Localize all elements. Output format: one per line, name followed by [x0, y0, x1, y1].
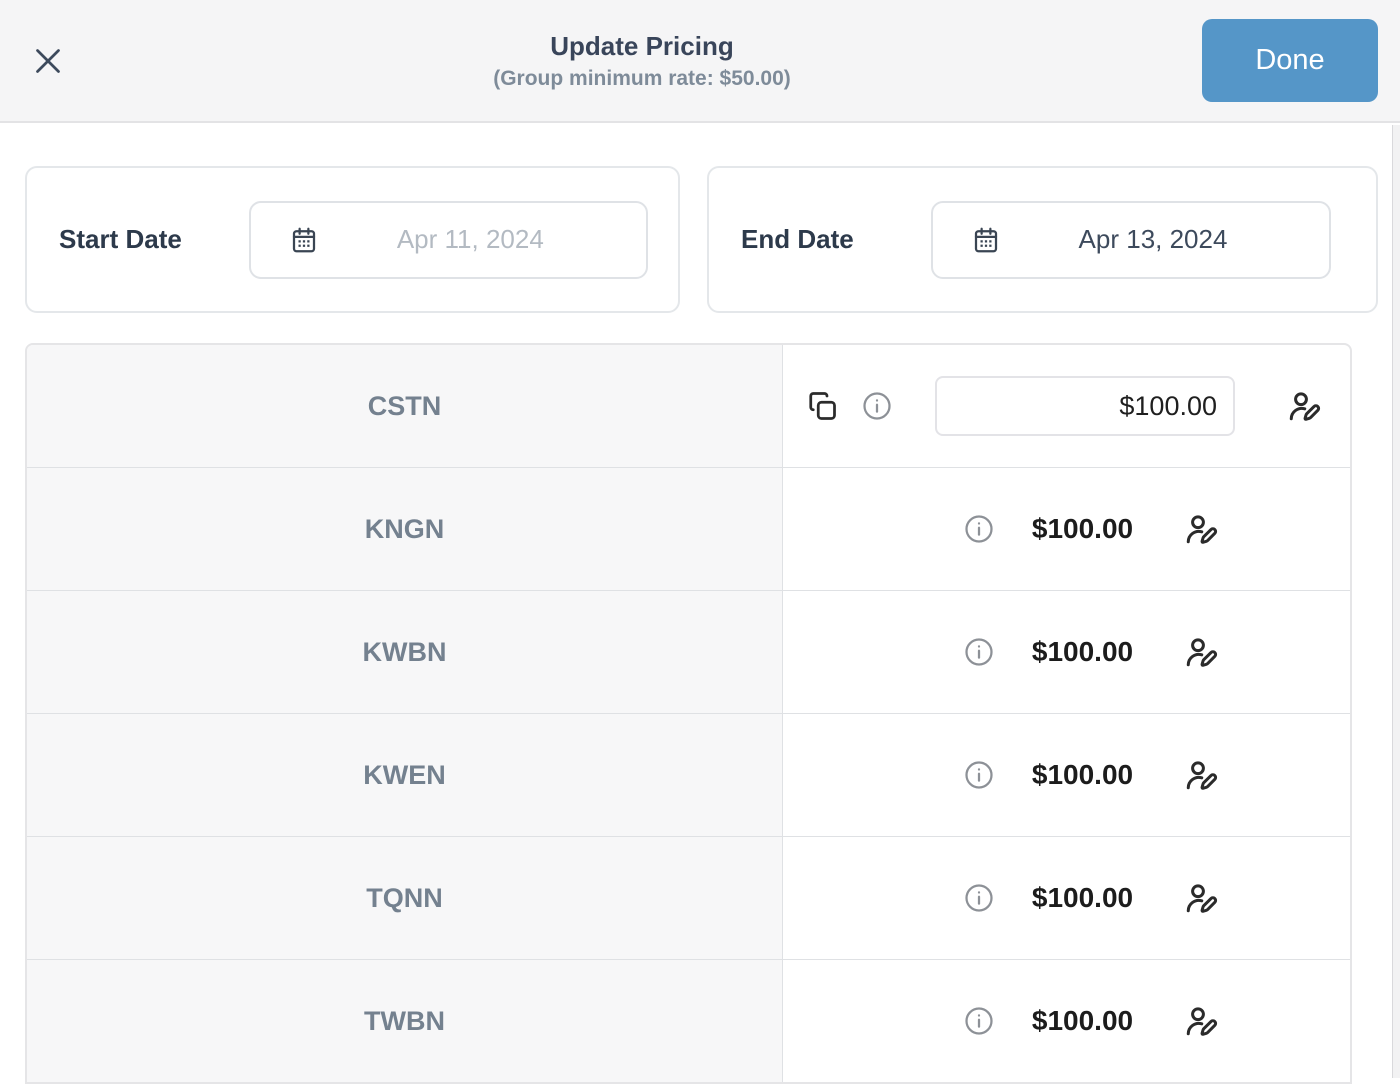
info-icon[interactable] — [964, 514, 994, 544]
room-code-cell: KWEN — [27, 714, 783, 836]
price-edit-group — [783, 376, 1350, 436]
user-edit-icon[interactable] — [1183, 880, 1219, 916]
table-row: KNGN $100.00 — [27, 467, 1350, 590]
room-code-cell: KWBN — [27, 591, 783, 713]
calendar-icon — [971, 225, 1001, 255]
table-row: TWBN $100.00 — [27, 959, 1350, 1082]
done-button[interactable]: Done — [1202, 19, 1378, 102]
end-date-input[interactable]: Apr 13, 2024 — [931, 200, 1331, 279]
room-price-cell: $100.00 — [783, 591, 1350, 713]
start-date-card: Start Date Apr 11, 2024 — [25, 166, 680, 313]
info-icon[interactable] — [964, 1006, 994, 1036]
price-value: $100.00 — [1031, 1005, 1134, 1036]
user-edit-icon[interactable] — [1183, 1003, 1219, 1039]
room-price-cell: $100.00 — [783, 468, 1350, 590]
price-static-group: $100.00 — [783, 1003, 1350, 1039]
room-code-label: KWEN — [363, 759, 446, 790]
start-date-label: Start Date — [59, 224, 182, 254]
room-code-label: KWBN — [362, 636, 447, 667]
group-minimum-rate-note: (Group minimum rate: $50.00) — [493, 66, 791, 90]
calendar-icon — [289, 225, 319, 255]
end-date-value: Apr 13, 2024 — [1078, 224, 1228, 254]
price-value: $100.00 — [1031, 513, 1134, 544]
header-title-block: Update Pricing (Group minimum rate: $50.… — [82, 30, 1202, 91]
info-icon[interactable] — [964, 637, 994, 667]
close-x-icon — [30, 43, 66, 79]
table-row: KWBN $100.00 — [27, 590, 1350, 713]
room-code-cell: KNGN — [27, 468, 783, 590]
end-date-card: End Date Apr 13, 2024 — [707, 166, 1378, 313]
room-code-cell: CSTN — [27, 345, 783, 467]
user-edit-icon[interactable] — [1183, 757, 1219, 793]
page-title: Update Pricing — [550, 31, 734, 62]
room-price-cell: $100.00 — [783, 714, 1350, 836]
room-code-label: TQNN — [366, 882, 443, 913]
info-icon[interactable] — [964, 760, 994, 790]
start-date-input[interactable]: Apr 11, 2024 — [248, 200, 648, 279]
copy-icon[interactable] — [807, 391, 837, 421]
room-code-cell: TWBN — [27, 960, 783, 1082]
modal-header: Update Pricing (Group minimum rate: $50.… — [0, 0, 1400, 123]
price-static-group: $100.00 — [783, 880, 1350, 916]
room-pricing-table: CSTN — [25, 343, 1352, 1084]
price-value: $100.00 — [1031, 759, 1134, 790]
room-price-cell: $100.00 — [783, 837, 1350, 959]
user-edit-icon[interactable] — [1286, 388, 1322, 424]
end-date-label: End Date — [741, 224, 854, 254]
info-icon[interactable] — [862, 391, 892, 421]
user-edit-icon[interactable] — [1183, 634, 1219, 670]
vertical-scrollbar[interactable] — [1392, 125, 1400, 1078]
room-price-cell — [783, 345, 1350, 467]
table-row: TQNN $100.00 — [27, 836, 1350, 959]
price-static-group: $100.00 — [783, 511, 1350, 547]
price-static-group: $100.00 — [783, 757, 1350, 793]
price-value: $100.00 — [1031, 882, 1134, 913]
table-row: CSTN — [27, 345, 1350, 467]
room-code-label: CSTN — [367, 390, 442, 421]
room-code-label: KNGN — [364, 513, 445, 544]
price-input[interactable] — [935, 376, 1235, 436]
date-filter-row: Start Date Apr 11, 2024 End Date — [0, 166, 1400, 313]
room-price-cell: $100.00 — [783, 960, 1350, 1082]
info-icon[interactable] — [964, 883, 994, 913]
room-code-cell: TQNN — [27, 837, 783, 959]
room-code-label: TWBN — [364, 1005, 445, 1036]
close-button[interactable] — [22, 31, 82, 91]
price-value: $100.00 — [1031, 636, 1134, 667]
price-static-group: $100.00 — [783, 634, 1350, 670]
start-date-value: Apr 11, 2024 — [396, 224, 544, 254]
table-row: KWEN $100.00 — [27, 713, 1350, 836]
user-edit-icon[interactable] — [1183, 511, 1219, 547]
